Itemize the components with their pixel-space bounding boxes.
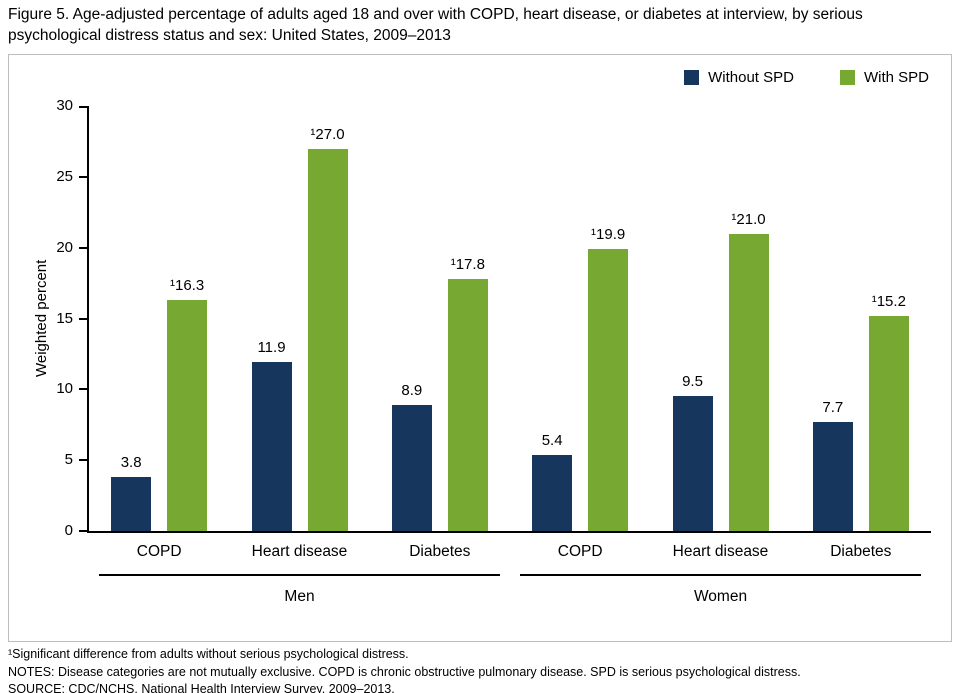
x-category-label-women-heart-disease: Heart disease: [672, 543, 769, 560]
y-tick-label: 25: [56, 167, 73, 185]
x-category-label-women-diabetes: Diabetes: [830, 543, 892, 560]
bar-without-spd-men-copd: [111, 477, 152, 531]
bar-with-spd-women-copd: [588, 249, 629, 531]
y-tick-label: 0: [64, 522, 73, 539]
bar-without-spd-women-copd: [532, 454, 573, 531]
footnote-source: SOURCE: CDC/NCHS, National Health Interv…: [8, 682, 395, 693]
y-tick-mark: [79, 388, 87, 391]
x-axis-line: [87, 531, 931, 533]
legend-label-without-spd: Without SPD: [708, 69, 794, 86]
bar-value-label-with-spd-men-diabetes: ¹17.8: [450, 255, 485, 273]
legend-swatch-with-spd: [839, 70, 855, 85]
section-line-women: [520, 574, 921, 576]
bar-value-label-without-spd-men-copd: 3.8: [120, 454, 142, 472]
footnotes: ¹Significant difference from adults with…: [8, 646, 954, 693]
legend-label-with-spd: With SPD: [863, 69, 929, 86]
bar-with-spd-women-diabetes: [868, 315, 909, 531]
x-category-label-men-copd: COPD: [136, 543, 182, 560]
y-tick-mark: [79, 530, 87, 532]
legend: Without SPD With SPD: [684, 69, 929, 86]
figure-title: Figure 5. Age-adjusted percentage of adu…: [8, 6, 863, 44]
bar-with-spd-men-copd: [167, 300, 208, 531]
bar-without-spd-men-heart-disease: [251, 362, 292, 531]
section-label-women: Women: [693, 588, 748, 605]
footnote-notes: NOTES: Disease categories are not mutual…: [8, 664, 801, 679]
y-tick-mark: [79, 459, 87, 462]
bar-with-spd-women-heart-disease: [728, 233, 769, 531]
bar-without-spd-women-diabetes: [812, 421, 853, 531]
bar-value-label-without-spd-men-diabetes: 8.9: [401, 381, 423, 399]
legend-item-without-spd: Without SPD: [684, 69, 794, 86]
bar-value-label-with-spd-men-copd: ¹16.3: [170, 277, 205, 295]
bar-value-label-with-spd-women-copd: ¹19.9: [591, 226, 626, 244]
bar-with-spd-men-diabetes: [447, 278, 488, 531]
y-tick-label: 10: [56, 380, 73, 398]
bar-value-label-without-spd-men-heart-disease: 11.9: [257, 339, 286, 357]
y-tick-mark: [79, 317, 87, 320]
x-category-label-women-copd: COPD: [557, 543, 603, 560]
x-category-label-men-diabetes: Diabetes: [409, 543, 471, 560]
bar-value-label-with-spd-men-heart-disease: ¹27.0: [310, 125, 345, 143]
footnote-significance: ¹Significant difference from adults with…: [8, 647, 409, 661]
y-tick-label: 15: [56, 309, 73, 327]
bar-without-spd-men-diabetes: [391, 404, 432, 531]
bar-value-label-without-spd-women-heart-disease: 9.5: [682, 373, 703, 391]
y-tick-mark: [79, 175, 87, 178]
bar-without-spd-women-heart-disease: [672, 396, 713, 531]
x-category-label-men-heart-disease: Heart disease: [251, 543, 348, 560]
y-axis-line: [87, 106, 89, 533]
bar-value-label-with-spd-women-heart-disease: ¹21.0: [731, 210, 766, 228]
plot-area: 0 5 10 15 20 25 30 3.8 ¹16.3 COPD 11.9 ¹27.0 Heart d…: [56, 97, 931, 605]
y-tick-mark: [79, 246, 87, 249]
y-tick-label: 20: [56, 238, 73, 256]
bar-value-label-with-spd-women-diabetes: ¹15.2: [871, 292, 906, 310]
bar-value-label-without-spd-women-copd: 5.4: [541, 431, 563, 449]
bar-with-spd-men-heart-disease: [307, 148, 348, 531]
section-line-men: [99, 574, 500, 576]
legend-swatch-without-spd: [684, 70, 700, 85]
bar-value-label-without-spd-women-diabetes: 7.7: [822, 398, 844, 416]
section-label-men: Men: [284, 588, 315, 605]
y-tick-label: 5: [64, 451, 73, 469]
y-tick-label: 30: [56, 97, 73, 114]
y-tick-mark: [79, 106, 87, 108]
legend-item-with-spd: With SPD: [839, 69, 929, 86]
